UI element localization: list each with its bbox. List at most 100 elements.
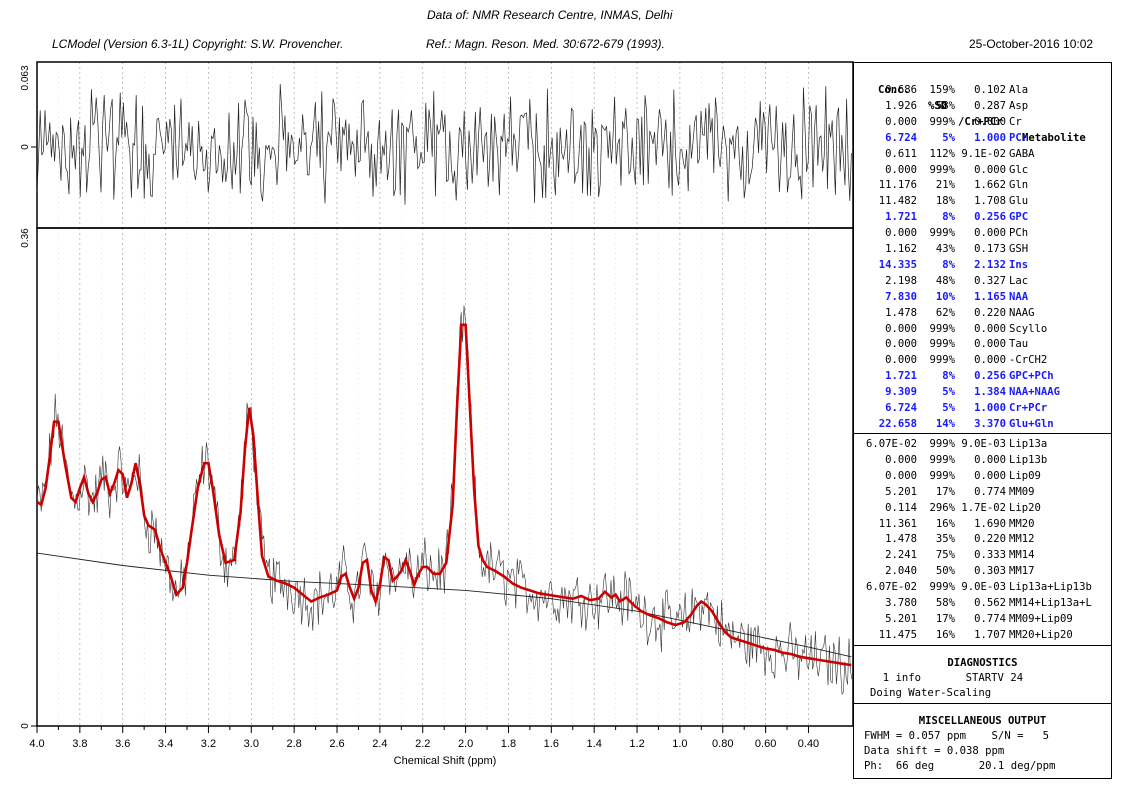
x-tick-label: 0.80: [712, 738, 733, 750]
cell-metabolite: GABA: [1009, 147, 1035, 160]
header-conc: Conc.: [878, 83, 910, 96]
cell-conc: 14.335: [878, 258, 917, 271]
cell-ratio: 1.000: [974, 402, 1006, 414]
x-tick-label: 1.6: [544, 738, 559, 750]
metabolite-row: 1.721 8% 0.256 GPC+PCh: [854, 369, 1113, 385]
metabolite-row: 0.000 999% 0.000 Scyllo: [854, 322, 1113, 338]
cell-sd: 999%: [929, 438, 955, 450]
cell-sd: 21%: [935, 179, 955, 192]
program-copyright: LCModel (Version 6.3-1L) Copyright: S.W.…: [52, 37, 344, 51]
cell-sd: 999%: [929, 453, 955, 466]
lipid-row: 0.000 999% 0.000 Lip13b: [854, 453, 1113, 469]
cell-ratio: 9.1E-02: [961, 147, 1006, 160]
cell-metabolite: MM20+Lip20: [1009, 628, 1073, 641]
cell-sd: 14%: [935, 417, 955, 430]
cell-sd: 999%: [929, 354, 955, 367]
cell-metabolite: Gln: [1009, 179, 1029, 192]
spectrum-panel-frame: [36, 227, 854, 727]
cell-ratio: 0.173: [974, 243, 1006, 255]
metabolite-row: 1.478 62% 0.220 NAAG: [854, 306, 1113, 322]
cell-ratio: 0.102: [974, 84, 1006, 96]
lipid-row: 6.07E-02 999% 9.0E-03 Lip13a+Lip13b: [854, 580, 1113, 596]
cell-metabolite: Scyllo: [1009, 322, 1048, 335]
cell-ratio: 0.303: [974, 565, 1006, 578]
diagnostics-title: DIAGNOSTICS: [947, 657, 1018, 669]
x-tick-label: 2.0: [458, 738, 473, 750]
cell-conc: 11.176: [878, 179, 917, 192]
cell-conc: 1.162: [885, 243, 917, 255]
cell-metabolite: Lip13a: [1009, 438, 1048, 450]
cell-sd: 5%: [942, 131, 955, 144]
cell-metabolite: NAA+NAAG: [1009, 386, 1061, 399]
header-metabolite: Metabolite: [1022, 131, 1086, 144]
cell-conc: 6.07E-02: [865, 581, 917, 594]
cell-ratio: 1.690: [974, 517, 1006, 530]
x-tick-label: 3.6: [115, 738, 130, 750]
metabolite-row: 0.611 112% 9.1E-02 GABA: [854, 147, 1113, 163]
lipid-row: 6.07E-02 999% 9.0E-03 Lip13a: [854, 437, 1113, 453]
data-source-label: Data of: NMR Research Centre, INMAS, Del…: [427, 8, 673, 22]
cell-sd: 58%: [935, 99, 955, 112]
lipid-macromolecule-table: 6.07E-02 999% 9.0E-03 Lip13a 0.000 999% 0.000 L…: [853, 433, 1112, 646]
cell-sd: 999%: [929, 338, 955, 351]
cell-conc: 0.000: [885, 163, 917, 176]
cell-ratio: 0.000: [974, 453, 1006, 466]
cell-conc: 11.482: [878, 195, 917, 208]
x-tick-label: 0.60: [755, 738, 776, 750]
cell-conc: 0.000: [885, 115, 917, 128]
lipid-row: 1.478 35% 0.220 MM12: [854, 532, 1113, 548]
cell-sd: 999%: [929, 469, 955, 482]
cell-conc: 0.000: [885, 469, 917, 482]
cell-metabolite: Lip13a+Lip13b: [1009, 581, 1092, 594]
cell-sd: 17%: [935, 485, 955, 498]
cell-sd: 62%: [935, 306, 955, 319]
cell-metabolite: Ins: [1009, 258, 1029, 271]
cell-sd: 5%: [942, 386, 955, 399]
x-tick-label: 3.2: [201, 738, 216, 750]
metabolite-row: 0.000 999% 0.000 Glc: [854, 163, 1113, 179]
metabolite-row: 1.926 58% 0.287 Asp: [854, 99, 1113, 115]
metabolite-row: 1.721 8% 0.256 GPC: [854, 210, 1113, 226]
cell-ratio: 0.333: [974, 549, 1006, 562]
cell-ratio: 0.000: [974, 469, 1006, 482]
lipid-row: 5.201 17% 0.774 MM09+Lip09: [854, 612, 1113, 628]
diagnostics-line-2: Doing Water-Scaling: [870, 687, 992, 699]
report-date: 25-October-2016 10:02: [969, 37, 1094, 51]
cell-conc: 1.478: [885, 533, 917, 546]
cell-conc: 0.000: [885, 338, 917, 351]
cell-metabolite: Cr+PCr: [1009, 402, 1048, 414]
cell-sd: 75%: [935, 549, 955, 562]
metabolite-row: 0.000 999% 0.000 Tau: [854, 337, 1113, 353]
cell-sd: 999%: [929, 227, 955, 240]
cell-ratio: 3.370: [974, 417, 1006, 430]
cell-conc: 0.686: [885, 84, 917, 96]
cell-conc: 1.478: [885, 306, 917, 319]
lipid-row: 0.114 296% 1.7E-02 Lip20: [854, 501, 1113, 517]
cell-sd: 8%: [942, 211, 955, 224]
cell-ratio: 0.000: [974, 322, 1006, 335]
cell-metabolite: MM09+Lip09: [1009, 612, 1073, 625]
cell-ratio: 0.000: [974, 163, 1006, 176]
cell-sd: 296%: [929, 501, 955, 514]
misc-title: MISCELLANEOUS OUTPUT: [918, 715, 1047, 727]
cell-conc: 2.040: [885, 565, 917, 578]
concentration-table: Conc. %SD /Cr+PCr Metabolite 0.686 159% 0.…: [853, 62, 1112, 434]
metabolite-row: 6.724 5% 1.000 PCr: [854, 131, 1113, 147]
metabolite-row: 0.000 999% 0.000 PCh: [854, 226, 1113, 242]
x-tick-label: 1.0: [672, 738, 687, 750]
cell-ratio: 0.256: [974, 211, 1006, 224]
lipid-row: 11.475 16% 1.707 MM20+Lip20: [854, 628, 1113, 644]
misc-line-fwhm: FWHM = 0.057 ppm S/N = 5: [864, 730, 1049, 742]
cell-sd: 999%: [929, 163, 955, 176]
metabolite-row: 2.198 48% 0.327 Lac: [854, 274, 1113, 290]
cell-ratio: 0.000: [974, 354, 1006, 367]
cell-conc: 7.830: [885, 290, 917, 303]
cell-metabolite: Lip09: [1009, 469, 1041, 482]
raw-spectrum-trace: [36, 305, 853, 696]
x-tick-label: 3.0: [244, 738, 259, 750]
cell-ratio: 0.774: [974, 612, 1006, 625]
lipid-row: 2.241 75% 0.333 MM14: [854, 548, 1113, 564]
residual-ymax-label: 0.063: [20, 65, 31, 90]
cell-sd: 8%: [942, 258, 955, 271]
